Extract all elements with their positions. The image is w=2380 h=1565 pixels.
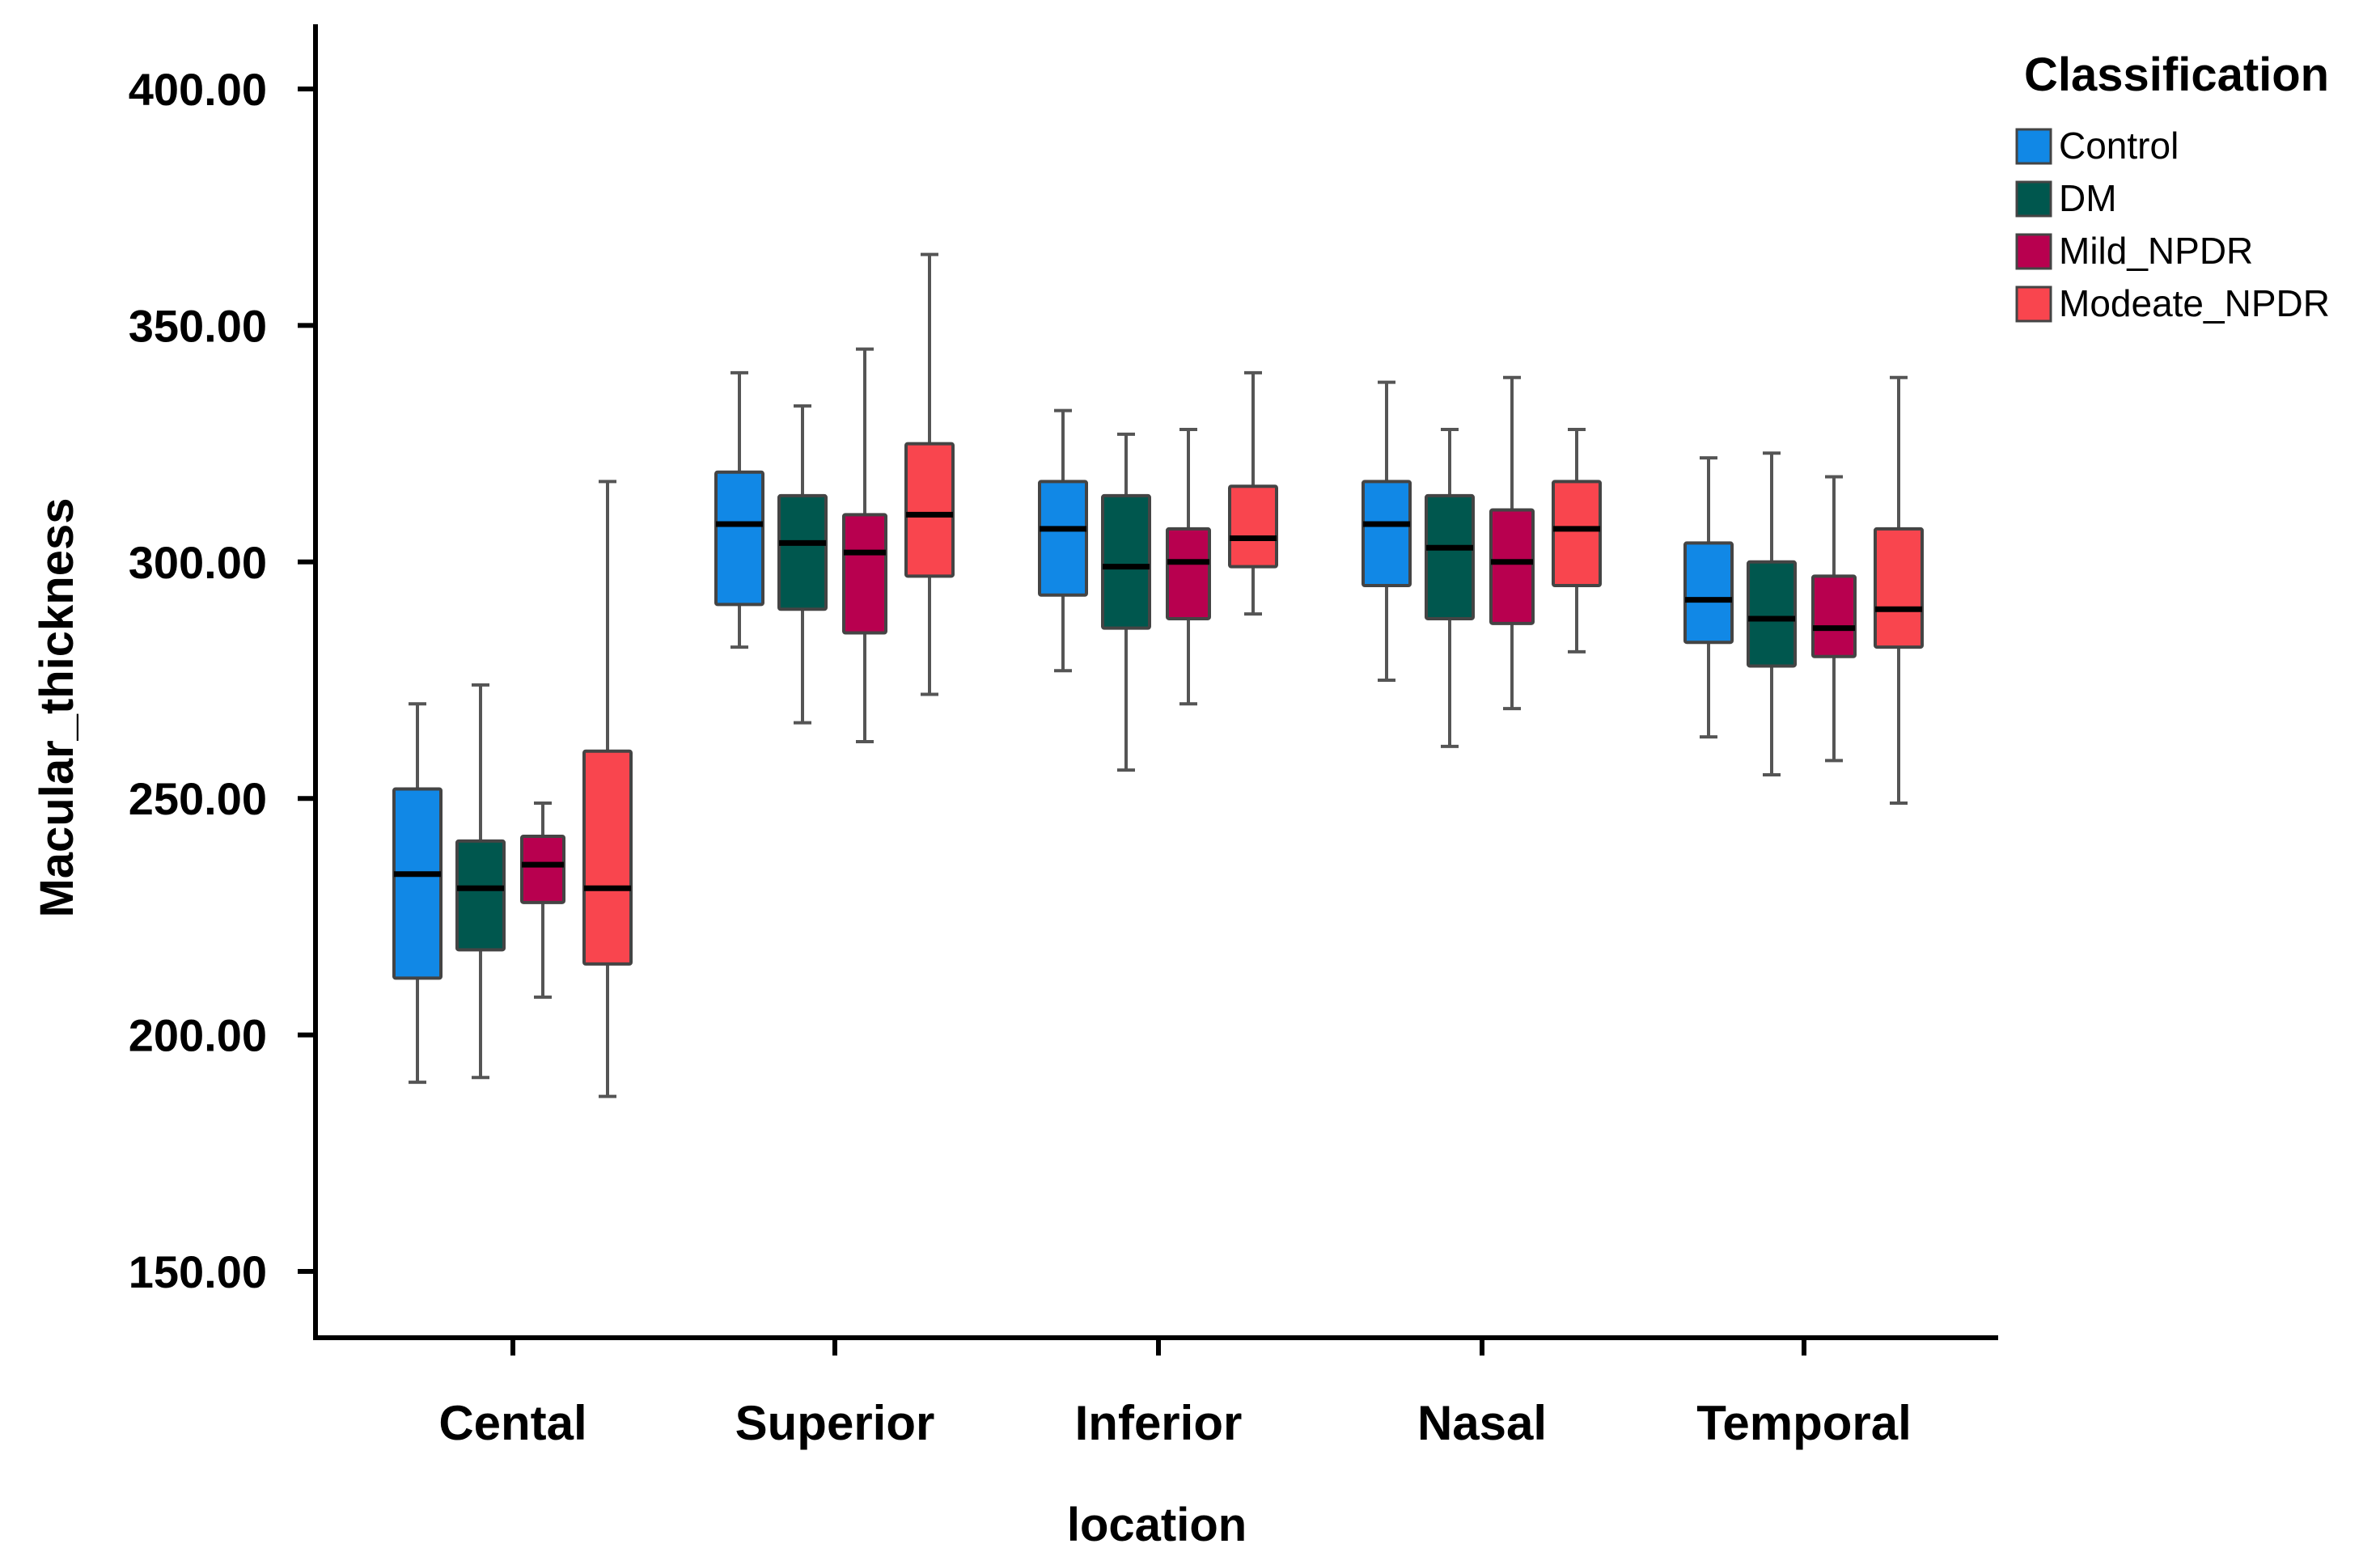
box-Mild_NPDR-Cental <box>520 802 565 999</box>
x-tick-label: Superior <box>735 1396 935 1450</box>
x-tick-label: Cental <box>438 1396 587 1450</box>
box-Modeate_NPDR-Nasal <box>1552 428 1602 653</box>
iqr-box <box>1166 527 1211 620</box>
legend-label: Modeate_NPDR <box>2059 282 2330 324</box>
x-tick-label: Nasal <box>1417 1396 1547 1450</box>
iqr-box <box>455 839 506 952</box>
legend-label: Mild_NPDR <box>2059 230 2253 272</box>
iqr-box <box>714 470 764 607</box>
iqr-box <box>392 787 443 980</box>
box-Mild_NPDR-Superior <box>842 347 887 744</box>
box-Mild_NPDR-Inferior <box>1166 428 1211 706</box>
y-tick-label: 300.00 <box>129 537 267 588</box>
x-tick-label: Inferior <box>1075 1396 1243 1450</box>
x-axis-ticks: Cental Superior Inferior Nasal Temporal <box>438 1338 1912 1450</box>
box-DM-Temporal <box>1747 451 1797 776</box>
y-tick-label: 400.00 <box>129 64 267 115</box>
box-Control-Nasal <box>1362 380 1412 682</box>
x-axis-title: location <box>1067 1499 1247 1551</box>
box-Modeate_NPDR-Superior <box>904 252 955 696</box>
iqr-box <box>1038 480 1088 597</box>
box-Mild_NPDR-Temporal <box>1811 475 1857 763</box>
iqr-box <box>1362 480 1412 588</box>
box-Control-Inferior <box>1038 408 1088 673</box>
legend-label: Control <box>2059 125 2179 167</box>
y-tick-label: 350.00 <box>129 300 267 351</box>
iqr-box <box>904 442 955 578</box>
box-DM-Cental <box>455 683 506 1080</box>
iqr-box <box>1489 508 1535 625</box>
legend-title: Classification <box>2024 49 2329 101</box>
iqr-box <box>520 834 565 904</box>
legend-label: DM <box>2059 177 2117 219</box>
box-Modeate_NPDR-Inferior <box>1228 370 1278 616</box>
axes <box>313 24 1998 1340</box>
box-DM-Nasal <box>1425 428 1475 748</box>
box-Control-Temporal <box>1683 456 1734 739</box>
iqr-box <box>1811 574 1857 658</box>
y-tick-label: 200.00 <box>129 1010 267 1061</box>
legend-item-Control: Control <box>2015 125 2179 167</box>
box-Control-Superior <box>714 370 764 649</box>
box-Control-Cental <box>392 702 443 1085</box>
iqr-box <box>1228 484 1278 569</box>
box-DM-Inferior <box>1101 432 1151 772</box>
iqr-box <box>1425 493 1475 620</box>
y-tick-label: 150.00 <box>129 1246 267 1297</box>
iqr-box <box>1747 560 1797 668</box>
iqr-box <box>1683 541 1734 645</box>
y-axis-ticks: 150.00 200.00 250.00 300.00 350.00 400.00 <box>129 64 315 1297</box>
iqr-box <box>777 493 828 611</box>
legend-item-Modeate_NPDR: Modeate_NPDR <box>2015 282 2330 324</box>
iqr-box <box>842 513 887 635</box>
legend-item-Mild_NPDR: Mild_NPDR <box>2015 230 2253 272</box>
plot-area <box>392 252 1924 1098</box>
legend-swatch <box>2015 233 2052 270</box>
iqr-box <box>1874 527 1924 649</box>
legend-swatch <box>2015 180 2052 218</box>
legend-swatch <box>2015 286 2052 323</box>
iqr-box <box>582 749 633 966</box>
box-Modeate_NPDR-Temporal <box>1874 375 1924 806</box>
box-Mild_NPDR-Nasal <box>1489 375 1535 711</box>
iqr-box <box>1101 493 1151 630</box>
legend-swatch <box>2015 128 2052 165</box>
box-DM-Superior <box>777 404 828 725</box>
y-axis-title: Macular_thickness <box>31 497 83 917</box>
y-tick-label: 250.00 <box>129 773 267 824</box>
x-tick-label: Temporal <box>1696 1396 1912 1450</box>
legend: Classification Control DM Mild_NPDR Modeate… <box>2015 49 2330 324</box>
iqr-box <box>1552 480 1602 588</box>
box-Modeate_NPDR-Cental <box>582 480 633 1098</box>
legend-item-DM: DM <box>2015 177 2117 219</box>
